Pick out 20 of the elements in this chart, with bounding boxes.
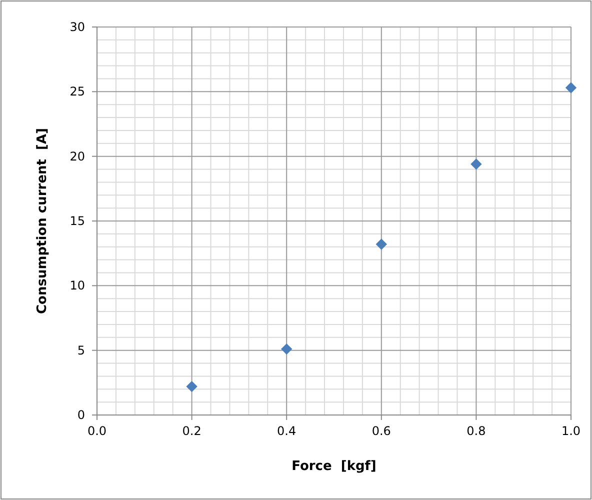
y-tick-label: 20 <box>70 149 85 164</box>
y-tick-label: 25 <box>70 84 85 99</box>
x-tick-label: 0.0 <box>87 424 107 438</box>
point <box>186 380 198 392</box>
y-axis-title: Consumption current [A] <box>35 128 50 314</box>
x-tick-label: 0.4 <box>277 424 296 438</box>
point <box>376 238 387 250</box>
x-axis-title: Force [kgf] <box>292 459 376 474</box>
x-tick-label: 0.6 <box>372 424 391 438</box>
y-tick-label: 5 <box>77 343 85 358</box>
y-tick-label: 15 <box>70 214 85 228</box>
point <box>565 82 577 94</box>
point <box>281 343 292 355</box>
y-tick-label: 0 <box>77 408 85 422</box>
y-tick-label: 10 <box>70 278 85 293</box>
x-tick-label: 0.8 <box>466 424 486 438</box>
x-tick-label: 1.0 <box>561 424 581 438</box>
x-tick-label: 0.2 <box>182 424 202 438</box>
point <box>470 158 482 170</box>
y-tick-label: 30 <box>70 20 85 34</box>
